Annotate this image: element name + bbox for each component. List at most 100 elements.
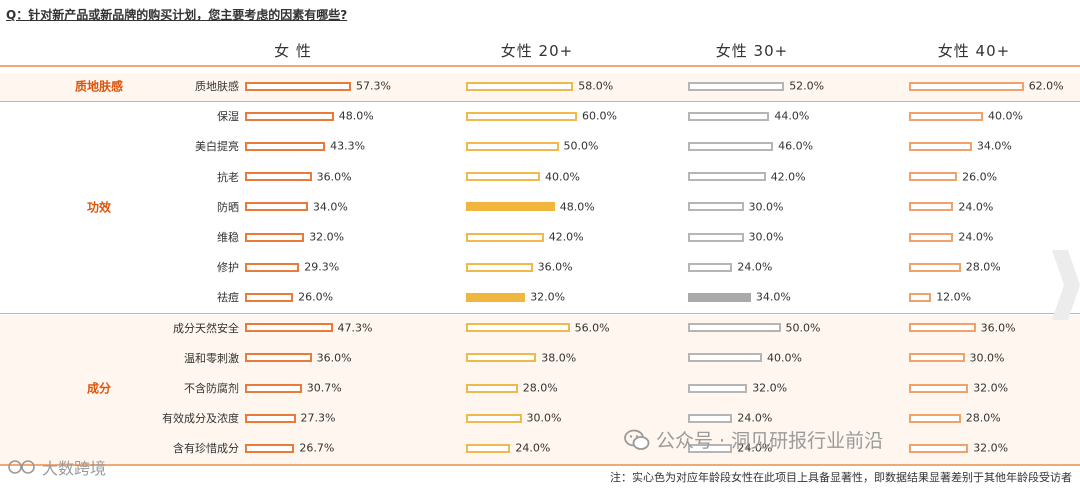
row-label: 修护 — [217, 261, 239, 275]
bar — [466, 292, 526, 302]
bar — [909, 292, 932, 302]
bar — [245, 232, 305, 242]
data-label: 24.0% — [737, 411, 773, 425]
data-label: 56.0% — [574, 321, 610, 335]
bar — [688, 111, 770, 121]
row-label: 有效成分及浓度 — [162, 412, 239, 426]
group-label: 功效 — [86, 200, 111, 215]
data-label: 24.0% — [737, 260, 773, 274]
data-label: 50.0% — [563, 139, 599, 153]
data-label: 32.0% — [309, 230, 345, 244]
group-divider — [0, 463, 1080, 466]
data-label: 60.0% — [582, 109, 617, 123]
data-label: 26.7% — [299, 441, 335, 455]
bar — [466, 413, 522, 423]
data-label: 42.0% — [770, 170, 806, 184]
watermark-brand-text: 大数跨境 — [42, 459, 107, 478]
data-label: 36.0% — [316, 170, 352, 184]
bar — [245, 292, 294, 302]
bar — [688, 141, 774, 151]
bar — [909, 443, 969, 453]
data-label: 32.0% — [973, 441, 1009, 455]
data-label: 30.0% — [748, 200, 784, 214]
data-label: 46.0% — [778, 139, 814, 153]
column-header: 女性 20+ — [500, 42, 574, 60]
bar — [466, 262, 533, 272]
bar — [466, 353, 537, 363]
bar — [466, 443, 511, 453]
bar — [245, 323, 333, 333]
row-label: 防晒 — [217, 200, 239, 214]
bar — [909, 262, 961, 272]
data-label: 28.0% — [965, 260, 1001, 274]
bar — [909, 202, 954, 212]
bar — [909, 141, 972, 151]
bar — [688, 202, 744, 212]
bar — [688, 383, 748, 393]
bar — [688, 262, 733, 272]
bar — [688, 232, 744, 242]
question-title: Q：针对新产品或新品牌的购买计划，您主要考虑的因素有哪些? — [6, 8, 348, 22]
bar — [688, 81, 785, 91]
data-label: 32.0% — [973, 381, 1009, 395]
data-label: 26.0% — [962, 170, 998, 184]
row-label: 成分天然安全 — [173, 321, 239, 335]
data-label: 62.0% — [1028, 79, 1064, 93]
data-label: 47.3% — [337, 321, 373, 335]
bar — [909, 353, 965, 363]
bar — [688, 353, 762, 363]
data-label: 36.0% — [316, 351, 352, 365]
data-label: 38.0% — [541, 351, 577, 365]
group-label: 质地肤感 — [74, 79, 123, 94]
row-label: 美白提亮 — [195, 140, 239, 154]
bar — [688, 292, 751, 302]
group-divider — [0, 312, 1080, 314]
data-label: 24.0% — [958, 200, 994, 214]
data-label: 48.0% — [338, 109, 374, 123]
data-label: 28.0% — [965, 411, 1001, 425]
group-divider — [0, 101, 1080, 103]
bar — [688, 413, 733, 423]
group-band — [0, 314, 1080, 464]
data-label: 27.3% — [300, 411, 336, 425]
bar — [245, 141, 326, 151]
row-label: 保湿 — [217, 110, 239, 124]
data-label: 40.0% — [988, 109, 1023, 123]
bar — [909, 232, 954, 242]
column-header: 女性 30+ — [715, 42, 789, 60]
data-label: 34.0% — [976, 139, 1012, 153]
data-label: 32.0% — [752, 381, 788, 395]
bar — [466, 202, 555, 212]
row-label: 含有珍惜成分 — [173, 442, 239, 456]
data-label: 30.0% — [526, 411, 562, 425]
bar — [688, 443, 733, 453]
bar — [466, 172, 540, 182]
watermark-brand: 大数跨境 — [8, 455, 106, 479]
bar — [245, 413, 296, 423]
data-label: 34.0% — [755, 290, 791, 304]
row-label: 祛痘 — [217, 291, 239, 305]
bar — [909, 413, 961, 423]
data-label: 24.0% — [958, 230, 994, 244]
brand-logo-icon — [8, 460, 35, 474]
data-label: 30.7% — [306, 381, 342, 395]
data-label: 48.0% — [559, 200, 595, 214]
data-label: 30.0% — [748, 230, 784, 244]
bar — [909, 383, 969, 393]
bar — [245, 81, 351, 91]
data-label: 40.0% — [545, 170, 580, 184]
watermark-wechat-text: 公众号 · 洞见研报行业前沿 — [656, 430, 884, 452]
bar — [466, 141, 559, 151]
arrow-icon — [1052, 250, 1080, 320]
data-label: 36.0% — [537, 260, 573, 274]
top-divider — [0, 65, 1080, 67]
data-label: 50.0% — [785, 321, 821, 335]
data-label: 26.0% — [298, 290, 334, 304]
column-header: 女性 40+ — [937, 42, 1011, 60]
bar — [909, 323, 976, 333]
data-label: 52.0% — [789, 79, 825, 93]
bar — [245, 383, 302, 393]
bar — [909, 81, 1024, 91]
row-label: 维稳 — [217, 231, 239, 244]
data-label: 30.0% — [969, 351, 1005, 365]
